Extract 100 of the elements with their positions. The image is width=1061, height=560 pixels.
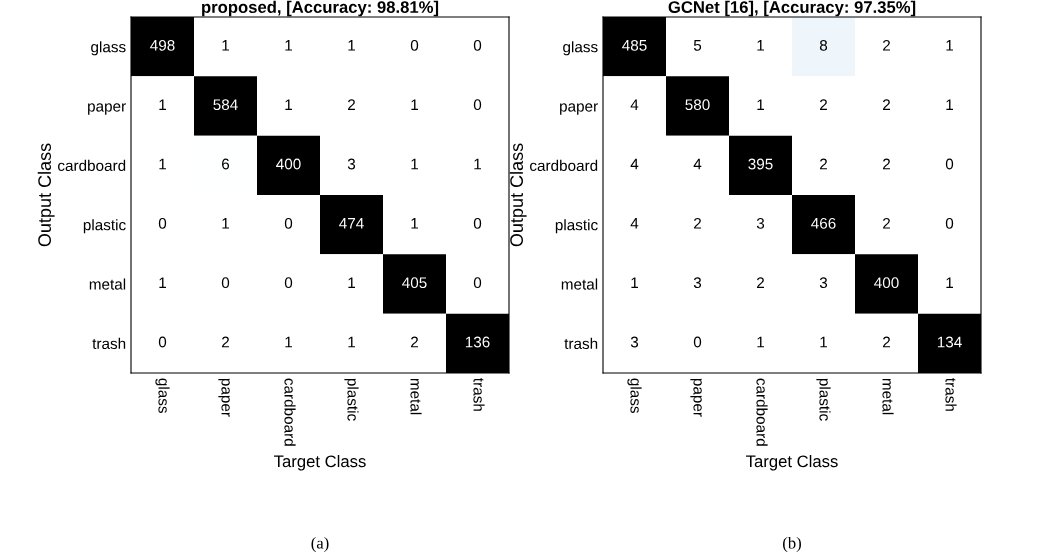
data-label: 474: [339, 218, 364, 229]
data-label: 1: [159, 158, 166, 170]
data-label: 466: [811, 217, 836, 229]
data-label: 0: [473, 217, 482, 229]
data-label: 0: [473, 39, 482, 51]
data-label: 0: [945, 217, 954, 229]
data-label: 1: [946, 40, 953, 51]
chart-title: proposed, [Accuracy: 98.81%]: [202, 0, 439, 17]
data-label: 584: [213, 99, 238, 111]
data-label: 580: [685, 99, 710, 111]
y-axis-title: Output Class: [37, 143, 55, 247]
data-label: 1: [474, 158, 481, 170]
data-label: 1: [348, 40, 355, 51]
data-label: 1: [946, 99, 953, 110]
data-label: 1: [222, 218, 229, 229]
data-label: 1: [757, 336, 764, 348]
x-tick-label: plastic: [816, 378, 831, 421]
data-label: 0: [284, 217, 293, 229]
data-label: 1: [757, 99, 764, 110]
x-tick-label: metal: [882, 378, 894, 415]
y-tick-label: paper: [88, 103, 126, 115]
data-label: 2: [820, 99, 827, 110]
data-label: 2: [820, 158, 827, 170]
text: (a): [311, 536, 329, 552]
data-label: 0: [284, 277, 293, 289]
y-tick-label: glass: [563, 41, 598, 56]
x-tick-label: trash: [945, 378, 957, 411]
data-label: 0: [221, 277, 230, 289]
y-tick-label: cardboard: [530, 159, 598, 172]
data-label: 134: [937, 336, 962, 348]
data-label: 395: [748, 158, 773, 170]
text: (b): [783, 536, 801, 552]
y-tick-label: plastic: [83, 219, 126, 234]
data-label: 2: [348, 99, 355, 110]
data-label: 1: [159, 99, 166, 110]
data-label: 1: [348, 277, 355, 288]
y-tick-label: metal: [561, 278, 598, 290]
data-label: 2: [883, 99, 890, 110]
y-tick-label: plastic: [555, 219, 598, 234]
data-label: 1: [348, 336, 355, 348]
y-tick-label: metal: [89, 278, 126, 290]
data-label: 1: [411, 99, 418, 110]
x-tick-label: cardboard: [284, 378, 296, 446]
y-tick-label: glass: [91, 41, 126, 56]
x-tick-label: glass: [627, 378, 642, 413]
data-label: 0: [473, 277, 482, 289]
data-label: 3: [693, 277, 702, 289]
y-tick-label: trash: [92, 337, 126, 350]
data-label: 0: [945, 158, 954, 170]
data-label: 2: [883, 39, 890, 51]
data-label: 2: [411, 336, 418, 348]
data-label: 4: [630, 99, 639, 110]
data-label: 1: [159, 277, 166, 288]
data-label: 4: [693, 158, 702, 170]
data-label: 0: [158, 336, 167, 348]
data-label: 1: [285, 99, 292, 110]
data-label: 2: [883, 158, 890, 170]
data-label: 0: [693, 336, 702, 348]
data-label: 485: [622, 39, 647, 51]
data-label: 3: [819, 277, 828, 289]
data-label: 1: [820, 336, 827, 348]
data-label: 3: [630, 336, 639, 348]
data-label: 1: [631, 277, 638, 288]
data-label: 1: [285, 336, 292, 348]
data-label: 1: [946, 277, 953, 288]
x-tick-label: cardboard: [756, 378, 768, 446]
data-label: 1: [411, 218, 418, 229]
data-label: 400: [874, 277, 899, 289]
data-label: 2: [222, 336, 229, 348]
y-tick-label: cardboard: [58, 159, 126, 172]
data-label: 400: [276, 158, 301, 170]
x-tick-label: paper: [690, 378, 702, 417]
data-label: 6: [222, 158, 230, 170]
data-label: 1: [757, 40, 764, 51]
data-label: 1: [285, 40, 292, 51]
data-label: 2: [883, 336, 890, 348]
x-tick-label: paper: [218, 378, 230, 417]
data-label: 5: [693, 40, 702, 51]
x-tick-label: trash: [473, 378, 485, 411]
data-label: 136: [465, 336, 490, 348]
data-label: 498: [150, 39, 175, 51]
data-label: 3: [756, 217, 765, 229]
x-tick-label: glass: [155, 378, 170, 413]
data-label: 2: [694, 217, 701, 229]
data-label: 0: [410, 39, 419, 51]
data-label: 2: [883, 217, 890, 229]
data-label: 2: [757, 277, 764, 288]
data-label: 8: [819, 39, 828, 51]
data-label: 0: [473, 99, 482, 111]
data-label: 3: [347, 158, 356, 170]
data-label: 1: [222, 40, 229, 51]
y-tick-label: paper: [560, 103, 598, 115]
chart-title: GCNet [16], [Accuracy: 97.35%]: [668, 0, 916, 17]
data-label: 0: [158, 217, 167, 229]
x-tick-label: metal: [410, 378, 422, 415]
data-label: 1: [411, 158, 418, 170]
data-label: 405: [402, 277, 427, 289]
data-label: 4: [630, 158, 639, 170]
x-axis-title: Target Class: [746, 454, 838, 471]
x-tick-label: plastic: [344, 378, 359, 421]
